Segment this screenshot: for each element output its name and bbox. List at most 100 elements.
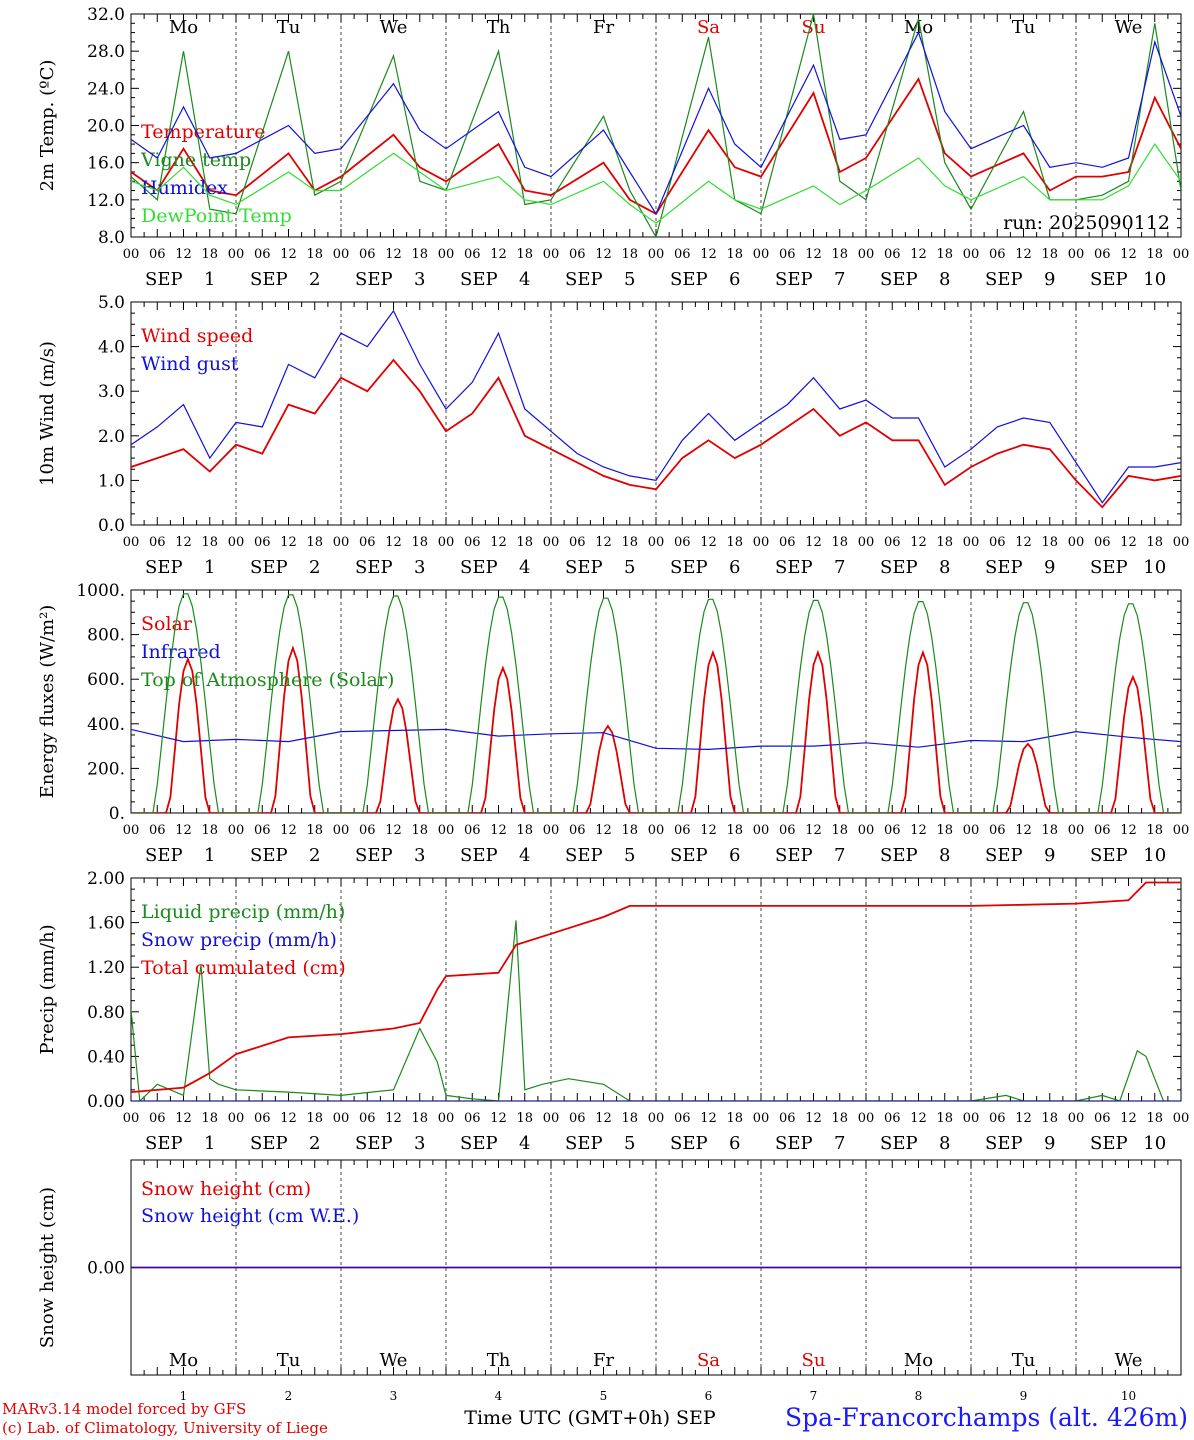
y-axis-label: 10m Wind (m/s) — [37, 341, 58, 486]
hour-tick-label: 12 — [1120, 247, 1137, 262]
hour-tick-label: 12 — [175, 535, 192, 550]
date-day-label: 9 — [1044, 845, 1055, 866]
y-tick-label: 600. — [87, 670, 125, 690]
hour-tick-label: 00 — [123, 823, 140, 838]
hour-tick-label: 18 — [621, 823, 638, 838]
date-day-label: 5 — [624, 1133, 635, 1154]
date-day-label: 4 — [519, 1133, 530, 1154]
legend-entry: DewPoint Temp — [141, 205, 292, 227]
y-tick-label: 0.80 — [87, 1003, 125, 1023]
date-month-label: SEP — [880, 845, 918, 866]
hour-tick-label: 18 — [1041, 247, 1058, 262]
date-day-label: 1 — [204, 269, 215, 290]
hour-tick-label: 12 — [595, 247, 612, 262]
legend-entry: Snow height (cm) — [141, 1178, 311, 1200]
legend-entry: Infrared — [141, 641, 221, 663]
hour-tick-label: 18 — [1041, 535, 1058, 550]
y-tick-label: 400. — [87, 715, 125, 735]
hour-tick-label: 12 — [700, 535, 717, 550]
hour-tick-label: 18 — [306, 1111, 323, 1126]
hour-tick-label: 18 — [726, 1111, 743, 1126]
hour-tick-label: 00 — [333, 823, 350, 838]
date-day-label: 5 — [624, 269, 635, 290]
hour-tick-label: 00 — [648, 247, 665, 262]
hour-tick-label: 18 — [411, 535, 428, 550]
panel-frame-3 — [130, 589, 1182, 814]
hour-tick-label: 12 — [805, 247, 822, 262]
date-day-label: 2 — [309, 557, 320, 578]
hour-tick-label: 00 — [963, 247, 980, 262]
hour-tick-label: 06 — [149, 1111, 166, 1126]
date-day-label: 3 — [414, 269, 425, 290]
hour-tick-label: 06 — [254, 1111, 271, 1126]
y-tick-label: 0.0 — [98, 516, 125, 536]
date-day-label: 2 — [309, 1133, 320, 1154]
date-day-label: 7 — [834, 557, 845, 578]
hour-tick-label: 00 — [858, 247, 875, 262]
hour-tick-label: 06 — [359, 247, 376, 262]
date-month-label: SEP — [775, 1133, 813, 1154]
date-month-label: SEP — [1090, 269, 1128, 290]
date-day-label: 3 — [414, 1133, 425, 1154]
hour-tick-label: 06 — [674, 823, 691, 838]
run-label: run: 2025090112 — [1003, 212, 1170, 234]
date-month-label: SEP — [565, 845, 603, 866]
hour-tick-label: 18 — [516, 535, 533, 550]
hour-tick-label: 06 — [779, 823, 796, 838]
hour-tick-label: 12 — [1120, 1111, 1137, 1126]
hour-tick-label: 12 — [490, 1111, 507, 1126]
hour-tick-label: 00 — [1173, 535, 1190, 550]
hour-tick-label: 06 — [674, 247, 691, 262]
date-day-label: 6 — [729, 269, 740, 290]
hour-tick-label: 18 — [411, 1111, 428, 1126]
y-tick-label: 3.0 — [98, 382, 125, 402]
day-number-label: 2 — [285, 1389, 293, 1403]
legend-entry: Snow precip (mm/h) — [141, 929, 337, 951]
y-tick-label: 12.0 — [87, 191, 125, 211]
hour-tick-label: 00 — [858, 823, 875, 838]
hour-tick-label: 00 — [963, 823, 980, 838]
hour-tick-label: 00 — [543, 823, 560, 838]
hour-tick-label: 12 — [175, 1111, 192, 1126]
hour-tick-label: 12 — [1015, 247, 1032, 262]
hour-tick-label: 18 — [201, 1111, 218, 1126]
hour-tick-label: 18 — [1146, 247, 1163, 262]
hour-tick-label: 18 — [936, 1111, 953, 1126]
date-day-label: 3 — [414, 845, 425, 866]
weekday-label: Fr — [593, 17, 614, 38]
hour-tick-label: 00 — [1068, 247, 1085, 262]
date-day-label: 8 — [939, 845, 950, 866]
hour-tick-label: 06 — [989, 535, 1006, 550]
hour-tick-label: 12 — [910, 535, 927, 550]
series-line-dewpoint-temp — [131, 143, 1181, 224]
date-day-label: 6 — [729, 1133, 740, 1154]
day-number-label: 8 — [915, 1389, 923, 1403]
hour-tick-label: 12 — [910, 247, 927, 262]
hour-tick-label: 06 — [359, 535, 376, 550]
date-month-label: SEP — [880, 557, 918, 578]
date-day-label: 8 — [939, 557, 950, 578]
date-day-label: 7 — [834, 269, 845, 290]
y-tick-label: 28.0 — [87, 42, 125, 62]
date-month-label: SEP — [145, 557, 183, 578]
date-month-label: SEP — [250, 557, 288, 578]
hour-tick-label: 06 — [464, 1111, 481, 1126]
date-month-label: SEP — [460, 1133, 498, 1154]
hour-tick-label: 00 — [1173, 247, 1190, 262]
weekday-label: Fr — [593, 1350, 614, 1371]
date-day-label: 10 — [1143, 557, 1166, 578]
day-number-label: 3 — [390, 1389, 398, 1403]
hour-tick-label: 06 — [149, 823, 166, 838]
hour-tick-label: 18 — [411, 247, 428, 262]
weekday-label: We — [380, 17, 408, 38]
date-month-label: SEP — [775, 845, 813, 866]
hour-tick-label: 12 — [1120, 535, 1137, 550]
date-day-label: 5 — [624, 557, 635, 578]
series-line-vigne-temp — [131, 14, 1181, 237]
hour-tick-label: 12 — [595, 823, 612, 838]
hour-tick-label: 00 — [1173, 1111, 1190, 1126]
date-month-label: SEP — [670, 1133, 708, 1154]
hour-tick-label: 18 — [936, 823, 953, 838]
weekday-label: We — [1115, 17, 1143, 38]
weekday-label: Mo — [904, 1350, 933, 1371]
